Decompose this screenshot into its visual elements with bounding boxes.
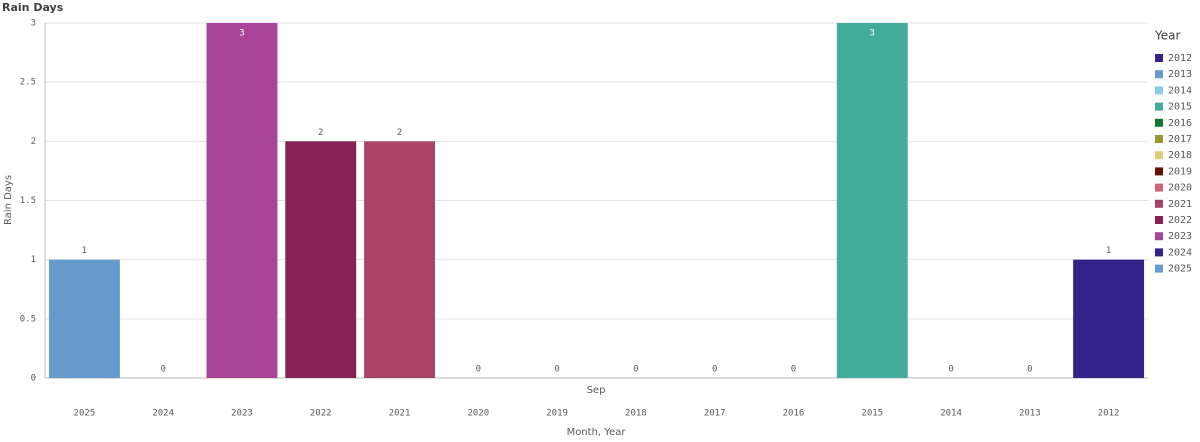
value-label: 0 (476, 365, 481, 375)
legend-label: 2017 (1168, 134, 1192, 145)
legend-swatch (1155, 264, 1163, 273)
y-axis-label: Rain Days (3, 175, 14, 225)
x-tick-label: 2016 (783, 409, 805, 419)
legend-label: 2014 (1168, 85, 1192, 96)
legend-label: 2013 (1168, 69, 1192, 80)
legend-swatch (1155, 54, 1163, 62)
x-axis-label: Month, Year (567, 427, 627, 438)
legend-swatch (1155, 151, 1163, 160)
legend-swatch (1155, 199, 1163, 208)
x-tick-label: 2025 (74, 409, 96, 419)
legend-swatch (1155, 70, 1163, 79)
y-tick-label: 3 (31, 19, 36, 29)
y-tick-label: 1.5 (20, 196, 36, 206)
bar (48, 259, 120, 378)
legend-swatch (1155, 86, 1163, 95)
value-label: 0 (554, 365, 559, 375)
value-label: 0 (1027, 365, 1032, 375)
value-label: 1 (1106, 246, 1111, 256)
bar (206, 23, 278, 378)
legend-swatch (1155, 167, 1163, 176)
legend-title: Year (1154, 29, 1180, 43)
chart-title: Rain Days (2, 1, 64, 14)
legend-label: 2015 (1168, 102, 1192, 113)
legend-label: 2012 (1168, 53, 1192, 64)
bar (1073, 259, 1145, 378)
y-tick-label: 0 (31, 374, 36, 384)
legend-swatch (1155, 135, 1163, 143)
value-label: 0 (712, 365, 717, 375)
legend-label: 2016 (1168, 118, 1192, 129)
x-tick-label: 2012 (1098, 409, 1120, 419)
legend-label: 2019 (1168, 166, 1192, 177)
x-tick-label: 2013 (1019, 409, 1041, 419)
x-tick-label: 2019 (546, 409, 568, 419)
legend-label: 2021 (1168, 199, 1192, 210)
legend-label: 2018 (1168, 150, 1192, 161)
legend-swatch (1155, 248, 1163, 257)
x-tick-label: 2024 (152, 409, 174, 419)
value-label: 0 (791, 365, 796, 375)
x-tick-label: 2017 (704, 409, 726, 419)
legend-label: 2020 (1168, 183, 1192, 194)
value-label: 0 (160, 365, 165, 375)
legend-swatch (1155, 232, 1163, 241)
y-tick-label: 0.5 (20, 314, 36, 324)
value-label: 0 (633, 365, 638, 375)
y-tick-label: 1 (31, 255, 36, 265)
legend-swatch (1155, 102, 1163, 111)
y-tick-label: 2.5 (20, 78, 36, 88)
value-label: 3 (239, 29, 244, 39)
bar (285, 141, 357, 378)
value-label: 0 (948, 365, 953, 375)
value-label: 2 (318, 128, 323, 138)
x-tick-label: 2022 (310, 409, 332, 419)
legend-swatch (1155, 183, 1163, 192)
x-tick-label: 2015 (861, 409, 883, 419)
value-label: 2 (397, 128, 402, 138)
x-tick-label: 2023 (231, 409, 253, 419)
legend-label: 2023 (1168, 231, 1192, 242)
legend-swatch (1155, 118, 1163, 127)
bar (364, 141, 435, 378)
x-tick-label: 2018 (625, 409, 647, 419)
bar (836, 23, 908, 378)
x-tick-label: 2021 (389, 409, 411, 419)
legend-label: 2024 (1168, 247, 1192, 258)
value-label: 1 (82, 246, 87, 256)
x-tick-label: 2014 (940, 409, 962, 419)
y-tick-label: 2 (31, 137, 36, 147)
legend-label: 2025 (1168, 264, 1192, 275)
value-label: 3 (870, 29, 875, 39)
group-label: Sep (587, 385, 606, 396)
legend-label: 2022 (1168, 215, 1192, 226)
x-tick-label: 2020 (467, 409, 489, 419)
legend-swatch (1155, 216, 1163, 224)
